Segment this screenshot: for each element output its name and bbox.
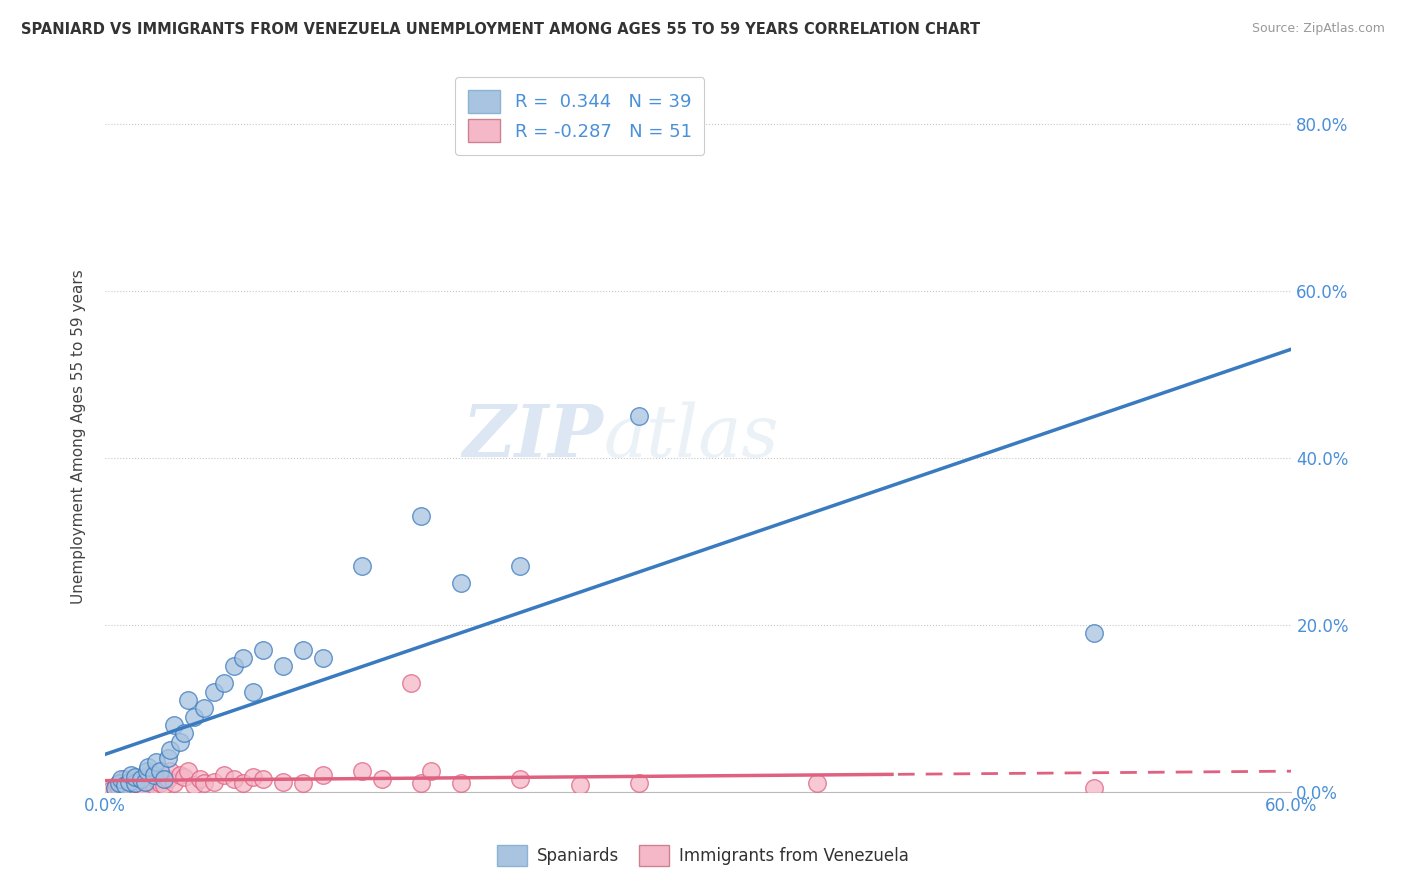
Point: [291, 642, 314, 657]
Point: [129, 772, 152, 787]
Point: [311, 768, 333, 782]
Point: [271, 659, 294, 673]
Text: atlas: atlas: [603, 401, 779, 472]
Point: [124, 780, 146, 795]
Point: [104, 780, 127, 795]
Point: [371, 772, 394, 787]
Point: [173, 770, 195, 784]
Point: [212, 676, 235, 690]
Point: [143, 768, 166, 782]
Point: [202, 684, 225, 698]
Point: [145, 772, 167, 787]
Point: [124, 776, 146, 790]
Point: [159, 743, 181, 757]
Point: [627, 409, 650, 423]
Point: [242, 770, 264, 784]
Text: Source: ZipAtlas.com: Source: ZipAtlas.com: [1251, 22, 1385, 36]
Point: [134, 774, 156, 789]
Point: [108, 782, 131, 797]
Point: [149, 764, 172, 778]
Point: [125, 772, 148, 787]
Point: [1083, 626, 1105, 640]
Point: [149, 776, 172, 790]
Point: [509, 559, 531, 574]
Point: [134, 770, 156, 784]
Point: [568, 778, 591, 792]
Point: [420, 764, 443, 778]
Point: [120, 768, 142, 782]
Point: [411, 509, 433, 524]
Point: [163, 718, 186, 732]
Point: [188, 772, 211, 787]
Point: [105, 778, 128, 792]
Point: [509, 772, 531, 787]
Point: [110, 776, 132, 790]
Y-axis label: Unemployment Among Ages 55 to 59 years: Unemployment Among Ages 55 to 59 years: [72, 269, 86, 604]
Point: [401, 676, 423, 690]
Point: [352, 559, 374, 574]
Point: [124, 776, 146, 790]
Point: [450, 576, 472, 591]
Point: [110, 772, 132, 787]
Point: [118, 774, 141, 789]
Point: [222, 659, 245, 673]
Point: [352, 764, 374, 778]
Point: [806, 776, 828, 790]
Point: [100, 783, 122, 797]
Point: [139, 768, 162, 782]
Point: [193, 776, 215, 790]
Point: [129, 778, 152, 792]
Point: [311, 651, 333, 665]
Point: [145, 756, 167, 770]
Point: [177, 764, 200, 778]
Point: [183, 778, 205, 792]
Point: [232, 776, 254, 790]
Point: [183, 709, 205, 723]
Point: [291, 776, 314, 790]
Point: [252, 642, 274, 657]
Point: [108, 776, 131, 790]
Point: [153, 778, 176, 792]
Point: [222, 772, 245, 787]
Point: [134, 780, 156, 795]
Point: [153, 772, 176, 787]
Point: [193, 701, 215, 715]
Point: [411, 776, 433, 790]
Point: [271, 774, 294, 789]
Point: [1083, 780, 1105, 795]
Point: [169, 734, 191, 748]
Point: [163, 776, 186, 790]
Point: [138, 774, 160, 789]
Point: [450, 776, 472, 790]
Point: [114, 778, 136, 792]
Point: [242, 684, 264, 698]
Text: ZIP: ZIP: [463, 401, 603, 473]
Point: [159, 764, 181, 778]
Point: [111, 780, 134, 794]
Point: [252, 772, 274, 787]
Point: [118, 778, 141, 792]
Point: [173, 726, 195, 740]
Legend: Spaniards, Immigrants from Venezuela: Spaniards, Immigrants from Venezuela: [489, 837, 917, 875]
Point: [212, 768, 235, 782]
Point: [157, 751, 180, 765]
Point: [104, 780, 127, 795]
Point: [124, 770, 146, 784]
Point: [114, 772, 136, 787]
Point: [114, 780, 136, 795]
Point: [177, 693, 200, 707]
Text: SPANIARD VS IMMIGRANTS FROM VENEZUELA UNEMPLOYMENT AMONG AGES 55 TO 59 YEARS COR: SPANIARD VS IMMIGRANTS FROM VENEZUELA UN…: [21, 22, 980, 37]
Point: [232, 651, 254, 665]
Point: [138, 759, 160, 773]
Point: [627, 776, 650, 790]
Point: [135, 764, 157, 778]
Point: [120, 774, 142, 789]
Point: [143, 778, 166, 792]
Point: [157, 772, 180, 787]
Legend: R =  0.344   N = 39, R = -0.287   N = 51: R = 0.344 N = 39, R = -0.287 N = 51: [456, 77, 704, 155]
Point: [169, 768, 191, 782]
Point: [202, 774, 225, 789]
